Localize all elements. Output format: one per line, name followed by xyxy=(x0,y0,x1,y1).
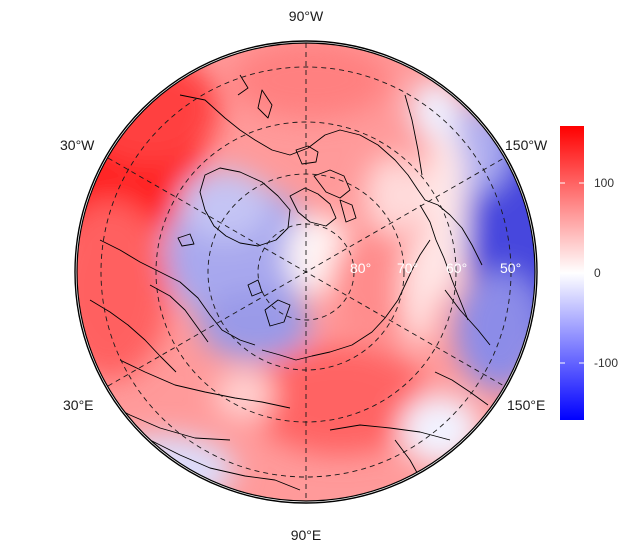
lat-label-80: 80° xyxy=(350,260,371,276)
lon-label-lower-right: 150°E xyxy=(507,397,545,413)
colorbar-tick-100: 100 xyxy=(594,176,614,190)
lon-label-upper-left: 30°W xyxy=(60,137,95,153)
map-boundary xyxy=(76,42,536,502)
lat-label-50: 50° xyxy=(500,260,521,276)
lon-label-lower-left: 30°E xyxy=(63,397,94,413)
lat-label-60: 60° xyxy=(446,260,467,276)
graticule xyxy=(100,43,512,501)
colorbar: 100 0 -100 xyxy=(560,126,618,420)
colorbar-tick-minus-100: -100 xyxy=(594,356,618,370)
lon-label-upper-right: 150°W xyxy=(505,137,548,153)
lon-label-top: 90°W xyxy=(289,8,324,24)
map-frame xyxy=(74,40,538,504)
lon-label-bottom: 90°E xyxy=(291,527,322,543)
lat-label-70: 70° xyxy=(397,260,418,276)
colorbar-tick-0: 0 xyxy=(594,266,601,280)
